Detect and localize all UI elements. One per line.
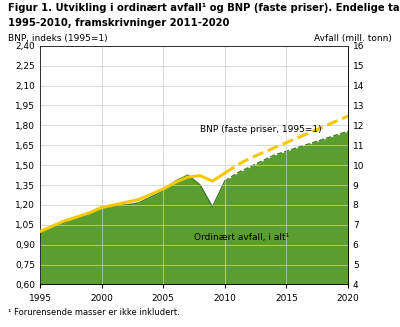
Text: BNP, indeks (1995=1): BNP, indeks (1995=1) <box>8 34 108 43</box>
Text: ¹ Forurensende masser er ikke inkludert.: ¹ Forurensende masser er ikke inkludert. <box>8 308 180 317</box>
Text: 1995-2010, framskrivninger 2011-2020: 1995-2010, framskrivninger 2011-2020 <box>8 18 229 28</box>
Text: BNP (faste priser, 1995=1): BNP (faste priser, 1995=1) <box>200 125 322 134</box>
Text: Figur 1. Utvikling i ordinært avfall¹ og BNP (faste priser). Endelige tall: Figur 1. Utvikling i ordinært avfall¹ og… <box>8 3 400 13</box>
Text: Ordinært avfall, i alt¹: Ordinært avfall, i alt¹ <box>194 232 289 242</box>
Text: Avfall (mill. tonn): Avfall (mill. tonn) <box>314 34 392 43</box>
